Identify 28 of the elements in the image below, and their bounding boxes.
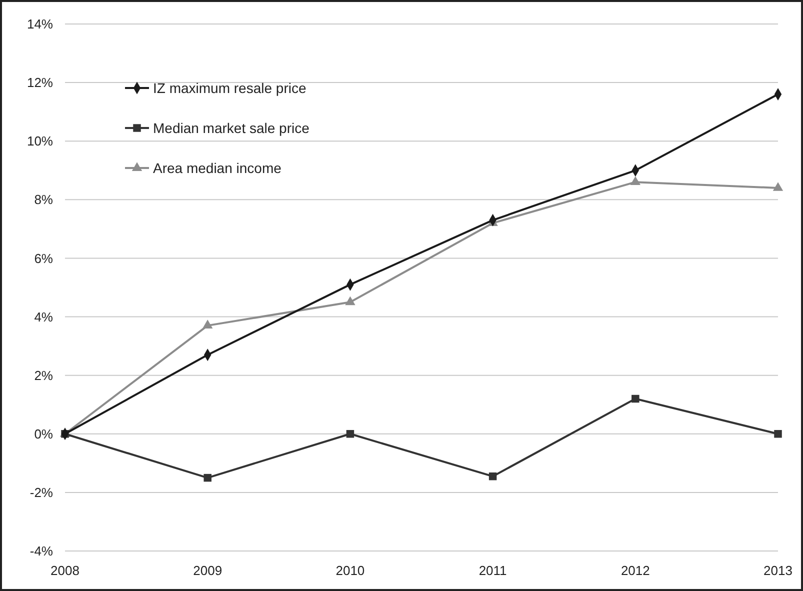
point bbox=[630, 176, 640, 186]
point bbox=[632, 394, 640, 403]
point bbox=[772, 182, 784, 191]
y-tick-label: 2% bbox=[34, 368, 54, 383]
legend-label: Median market sale price bbox=[153, 120, 310, 136]
y-tick-label: 8% bbox=[34, 192, 54, 208]
point bbox=[346, 430, 354, 438]
x-tick-label: 2010 bbox=[336, 563, 365, 578]
y-tick-label: 6% bbox=[34, 250, 54, 266]
y-tick-label: 4% bbox=[34, 309, 54, 324]
point bbox=[204, 474, 212, 482]
legend-label: Area median income bbox=[153, 160, 282, 176]
y-tick-label: -4% bbox=[30, 544, 54, 559]
y-tick-label: 10% bbox=[26, 134, 54, 149]
point bbox=[202, 320, 213, 329]
legend-label: IZ maximum resale price bbox=[153, 80, 306, 96]
x-tick-label: 2011 bbox=[478, 563, 507, 578]
point bbox=[345, 296, 356, 306]
x-tick-label: 2008 bbox=[50, 563, 80, 578]
x-tick-label: 2009 bbox=[193, 563, 222, 578]
point bbox=[488, 472, 497, 480]
x-tick-label: 2013 bbox=[764, 563, 792, 578]
y-tick-label: 12% bbox=[26, 75, 54, 90]
x-tick-label: 2012 bbox=[620, 563, 650, 578]
y-tick-label: -2% bbox=[30, 484, 54, 500]
point bbox=[774, 430, 782, 438]
y-tick-label: 0% bbox=[34, 426, 54, 442]
y-tick-label: 14% bbox=[26, 16, 54, 32]
